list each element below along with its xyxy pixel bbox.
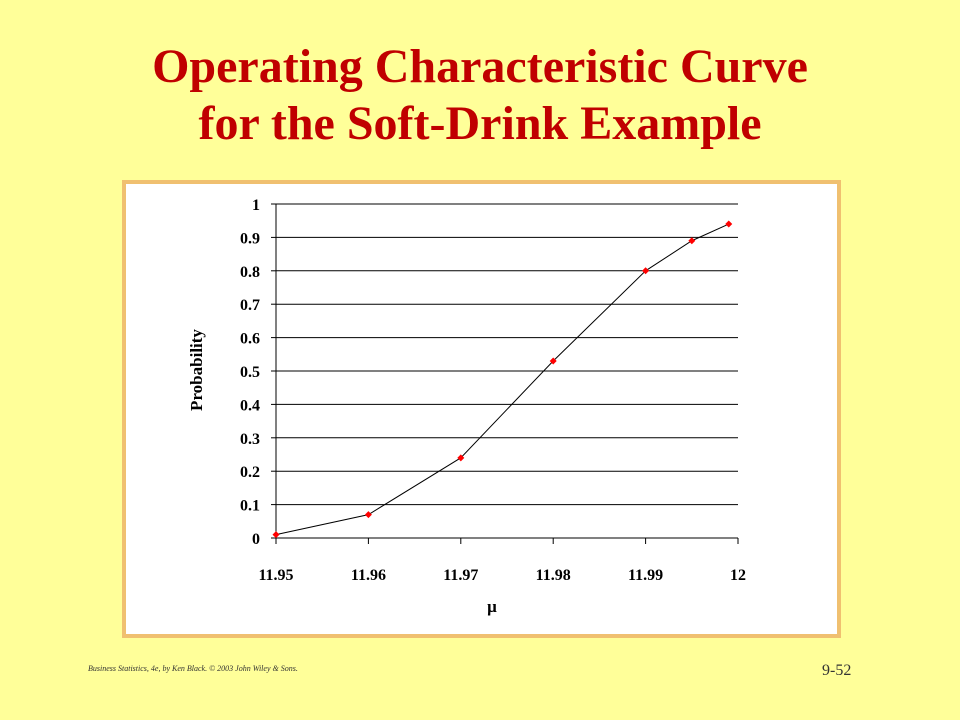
y-tick-label: 0.4 xyxy=(240,397,260,414)
y-tick-label: 0.6 xyxy=(240,331,260,348)
x-tick-label: 11.96 xyxy=(351,567,386,584)
y-tick-label: 0.2 xyxy=(240,464,260,481)
y-tick-label: 0.1 xyxy=(240,498,260,515)
data-point xyxy=(549,357,557,365)
x-axis-label: μ xyxy=(487,597,497,616)
y-tick-label: 0.5 xyxy=(240,364,260,381)
title-line-2: for the Soft-Drink Example xyxy=(198,97,762,150)
y-axis-label: Probability xyxy=(187,329,206,411)
data-point xyxy=(688,237,696,245)
page-number: 9-52 xyxy=(822,662,852,679)
y-tick-labels: 0 0.1 0.2 0.3 0.4 0.5 0.6 0.7 0.8 0.9 1 xyxy=(240,197,260,548)
data-point xyxy=(725,220,733,228)
x-tick-label: 11.98 xyxy=(536,567,571,584)
x-tick-label: 11.99 xyxy=(628,567,663,584)
y-tick-label: 0.7 xyxy=(240,297,260,314)
footer-credit: Business Statistics, 4e, by Ken Black. ©… xyxy=(88,664,298,673)
axes xyxy=(271,203,739,544)
y-tick-label: 0.8 xyxy=(240,264,260,281)
y-tick-label: 0.3 xyxy=(240,431,260,448)
data-point xyxy=(272,531,280,539)
y-tick-label: 1 xyxy=(252,197,260,214)
gridlines xyxy=(276,203,738,506)
chart-frame: 0 0.1 0.2 0.3 0.4 0.5 0.6 0.7 0.8 0.9 1 11.95 11.96… xyxy=(122,180,841,638)
series-group xyxy=(272,220,733,539)
x-tick-label: 11.97 xyxy=(443,567,478,584)
y-tick-label: 0.9 xyxy=(240,230,260,247)
y-tick-label: 0 xyxy=(252,531,260,548)
x-tick-labels: 11.95 11.96 11.97 11.98 11.99 12 xyxy=(258,567,746,584)
data-point xyxy=(457,454,465,462)
data-point xyxy=(364,511,372,519)
slide-title: Operating Characteristic Curve for the S… xyxy=(0,38,960,152)
title-line-1: Operating Characteristic Curve xyxy=(152,40,808,93)
x-tick-label: 11.95 xyxy=(258,567,293,584)
oc-curve-chart: 0 0.1 0.2 0.3 0.4 0.5 0.6 0.7 0.8 0.9 1 11.95 11.96… xyxy=(187,197,746,616)
x-tick-label: 12 xyxy=(730,567,746,584)
data-point xyxy=(642,267,650,275)
